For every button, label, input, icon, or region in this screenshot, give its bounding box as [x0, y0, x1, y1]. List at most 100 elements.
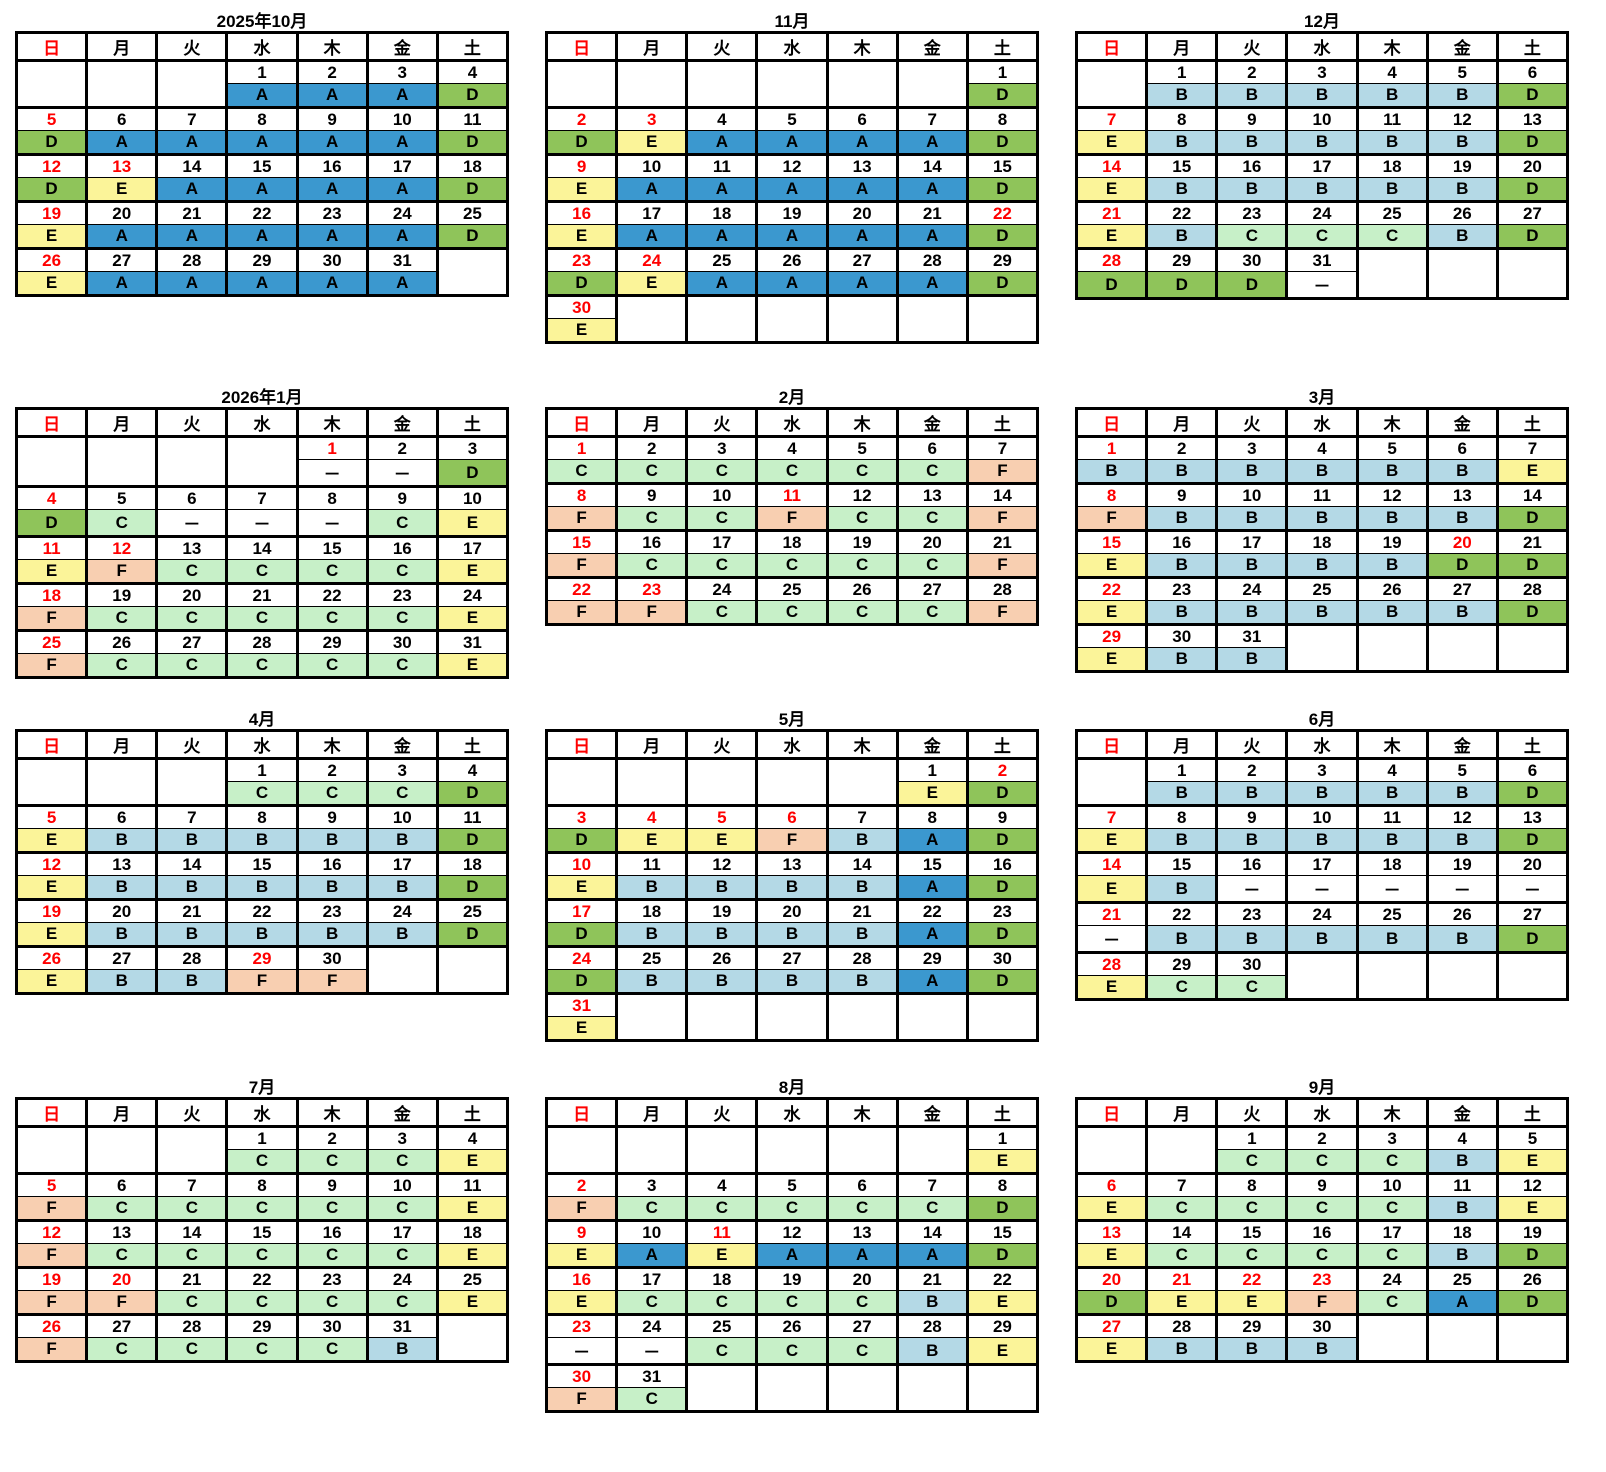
day-number: 26 — [14, 1313, 89, 1338]
day-number — [755, 294, 829, 319]
day-number: 1 — [1145, 59, 1219, 84]
day-code: D — [965, 83, 1040, 108]
week-date-row: 24 25 26 27 28 29 30 — [544, 945, 1040, 970]
week-code-row: －－ C C C B E — [544, 1337, 1040, 1365]
day-number: 26 — [14, 247, 89, 272]
day-number: 17 — [435, 535, 510, 560]
day-number — [14, 59, 89, 84]
day-code: E — [615, 828, 689, 853]
day-number: 11 — [435, 1172, 510, 1197]
day-number — [825, 294, 899, 319]
day-code: － — [1074, 925, 1149, 953]
day-number: 11 — [435, 106, 510, 131]
day-code: B — [1215, 553, 1289, 578]
day-number: 24 — [615, 247, 689, 272]
day-code: C — [225, 1290, 299, 1315]
day-code: C — [225, 606, 299, 631]
day-number — [615, 294, 689, 319]
day-number: 16 — [295, 153, 369, 178]
day-number — [1425, 951, 1499, 976]
day-code: B — [155, 875, 229, 900]
weekday-header: 日 — [544, 730, 619, 760]
day-number: 20 — [1495, 851, 1570, 876]
month-table: 日月火水木金土 1 2 3 4 C C C E 5 6 7 8 9 10 11 F C C C C C E 12 13 14 15 1… — [14, 1097, 510, 1363]
day-number: 16 — [965, 851, 1040, 876]
day-number: 15 — [1074, 529, 1149, 554]
day-number: 31 — [365, 1313, 439, 1338]
day-number: 4 — [755, 435, 829, 460]
day-code: B — [1145, 130, 1219, 155]
day-code: D — [435, 781, 510, 806]
day-code — [1074, 781, 1149, 806]
day-number: 11 — [1285, 482, 1359, 507]
day-code: D — [1495, 83, 1570, 108]
day-number: 9 — [1215, 106, 1289, 131]
day-number: 2 — [1215, 757, 1289, 782]
day-number: 5 — [1425, 59, 1499, 84]
day-number — [1074, 59, 1149, 84]
day-number — [755, 757, 829, 782]
day-code: B — [1215, 828, 1289, 853]
day-number: 3 — [435, 435, 510, 460]
week-date-row: 11 12 13 14 15 16 17 — [14, 535, 510, 560]
week-date-row: 29 30 31 — [1074, 623, 1570, 648]
day-code: － — [1285, 875, 1359, 903]
day-code: C — [1285, 224, 1359, 249]
day-code: C — [155, 1337, 229, 1362]
day-code: E — [435, 559, 510, 584]
day-number: 13 — [755, 851, 829, 876]
weekday-header: 金 — [365, 408, 439, 438]
day-code: A — [685, 130, 759, 155]
day-number: 2 — [615, 435, 689, 460]
day-code — [544, 83, 619, 108]
week-date-row: 19 20 21 22 23 24 25 — [14, 898, 510, 923]
month-table: 日月火水木金土 1 2 3 4 5 C C C B E 6 7 8 9 10 11 12 E C C C C B E 13 14 15… — [1074, 1097, 1570, 1363]
weekday-header: 水 — [1285, 408, 1359, 438]
weekday-header: 火 — [155, 32, 229, 62]
weekday-header: 木 — [295, 730, 369, 760]
day-number: 21 — [825, 898, 899, 923]
day-code: E — [1495, 459, 1570, 484]
day-number: 5 — [1425, 757, 1499, 782]
day-number: 10 — [615, 153, 689, 178]
day-number: 24 — [544, 945, 619, 970]
day-number: 15 — [1215, 1219, 1289, 1244]
day-code: C — [755, 553, 829, 578]
day-number: 9 — [615, 482, 689, 507]
day-code: C — [155, 653, 229, 678]
day-code: C — [295, 1149, 369, 1174]
day-number: 2 — [544, 1172, 619, 1197]
day-number: 7 — [965, 435, 1040, 460]
day-code — [1425, 975, 1499, 1000]
day-code — [615, 781, 689, 806]
day-number: 26 — [1495, 1266, 1570, 1291]
day-code — [755, 781, 829, 806]
day-code — [1425, 1337, 1499, 1362]
day-code: B — [1425, 925, 1499, 953]
day-code: C — [895, 459, 969, 484]
day-number: 25 — [685, 1313, 759, 1338]
day-code: － — [365, 459, 439, 487]
day-number: 19 — [755, 200, 829, 225]
day-code: E — [685, 828, 759, 853]
day-code: F — [965, 553, 1040, 578]
day-number: 17 — [544, 898, 619, 923]
day-number: 23 — [965, 898, 1040, 923]
day-number: 20 — [1425, 529, 1499, 554]
day-number: 6 — [1074, 1172, 1149, 1197]
day-code: C — [1355, 1290, 1429, 1315]
weekday-header: 木 — [825, 32, 899, 62]
day-code: C — [85, 509, 159, 537]
day-number: 3 — [365, 1125, 439, 1150]
day-number — [755, 992, 829, 1017]
week-date-row: 23 24 25 26 27 28 29 — [544, 247, 1040, 272]
weekday-header: 木 — [1355, 408, 1429, 438]
day-code — [14, 781, 89, 806]
